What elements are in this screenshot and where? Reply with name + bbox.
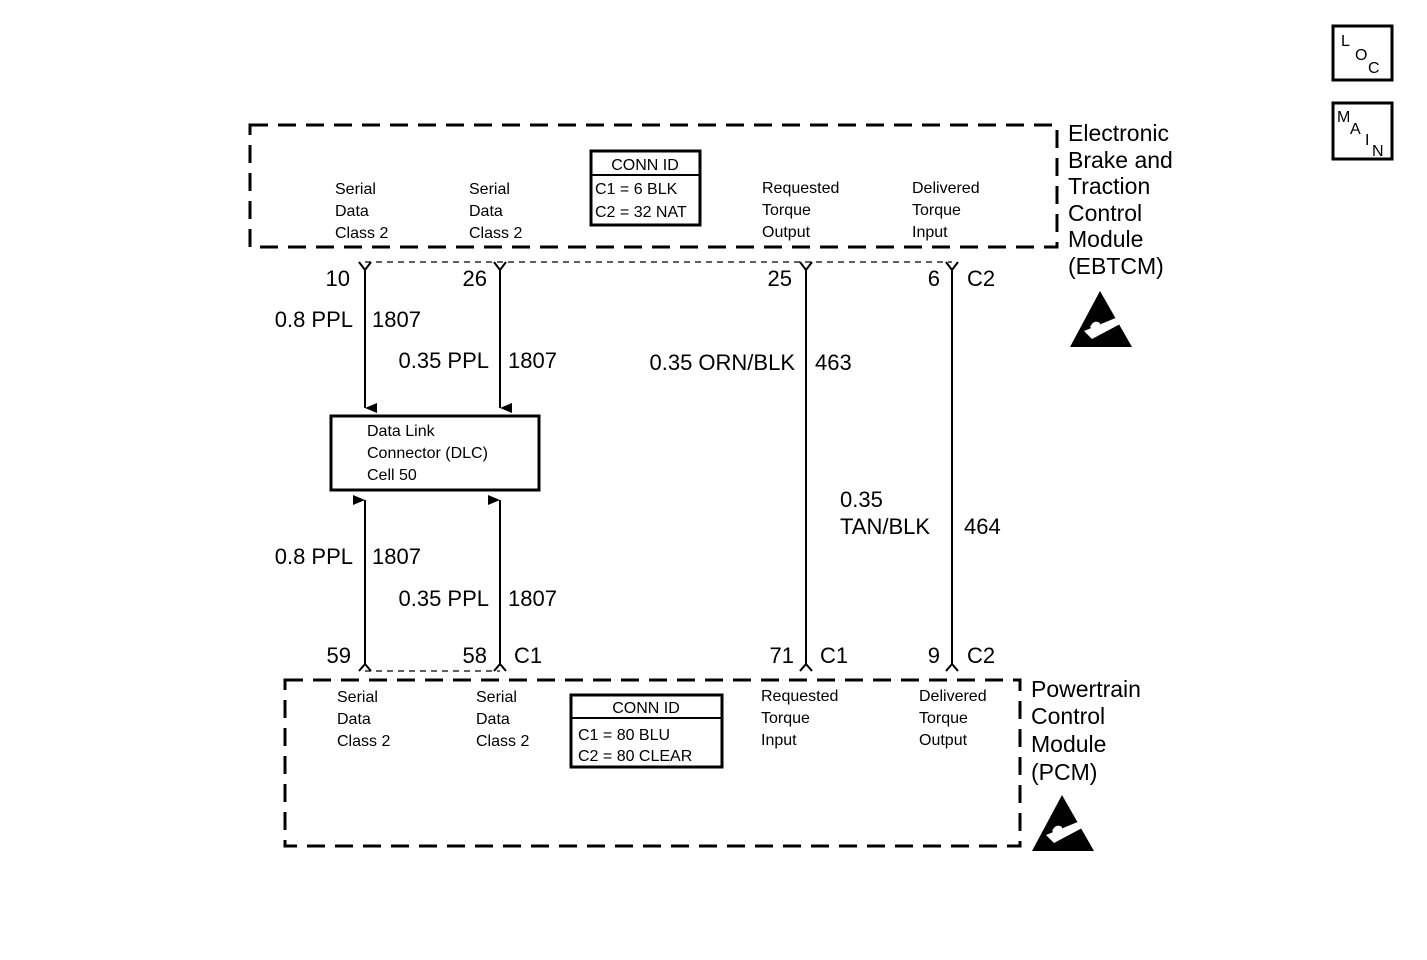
pcm-boundary: [283, 678, 1022, 848]
svg-text:6: 6: [928, 266, 940, 291]
svg-text:464: 464: [964, 514, 1001, 539]
svg-text:CONN ID: CONN ID: [611, 157, 679, 174]
main-letter: M: [1337, 109, 1350, 126]
ebtcm-module: Electronic Brake and Traction Control Mo…: [248, 120, 1173, 347]
svg-text:Torque: Torque: [762, 202, 811, 219]
main-letter: A: [1350, 121, 1361, 138]
svg-text:Control: Control: [1068, 200, 1142, 226]
pcm-conn-id: CONN ID C1 = 80 BLU C2 = 80 CLEAR: [569, 693, 724, 769]
connector-terminals-bottom: [358, 662, 959, 672]
svg-text:Input: Input: [912, 224, 948, 241]
svg-text:Data: Data: [337, 711, 371, 728]
svg-text:Data: Data: [469, 203, 503, 220]
pcm-name: Powertrain Control Module (PCM): [1031, 676, 1141, 785]
svg-text:1807: 1807: [372, 544, 421, 569]
svg-text:Class 2: Class 2: [337, 733, 390, 750]
main-letter: N: [1372, 143, 1384, 160]
svg-text:71: 71: [770, 643, 794, 668]
svg-text:Requested: Requested: [762, 180, 839, 197]
svg-text:Class 2: Class 2: [469, 225, 522, 242]
svg-text:TAN/BLK: TAN/BLK: [840, 514, 930, 539]
ebtcm-conn-id: CONN ID C1 = 6 BLK C2 = 32 NAT: [589, 149, 702, 227]
svg-text:Brake and: Brake and: [1068, 147, 1173, 173]
svg-text:58: 58: [463, 643, 487, 668]
svg-text:10: 10: [326, 266, 350, 291]
svg-text:9: 9: [928, 643, 940, 668]
main-button[interactable]: M A I N: [1331, 101, 1394, 161]
svg-text:1807: 1807: [508, 348, 557, 373]
svg-text:Data Link: Data Link: [367, 423, 436, 440]
svg-text:Delivered: Delivered: [919, 688, 987, 705]
ebtcm-pin-numbers: 10 26 25 6 C2: [326, 266, 996, 291]
svg-text:C1: C1: [820, 643, 848, 668]
svg-text:(EBTCM): (EBTCM): [1068, 253, 1164, 279]
svg-text:Torque: Torque: [761, 710, 810, 727]
svg-text:Control: Control: [1031, 703, 1105, 729]
loc-letter: L: [1341, 33, 1350, 50]
svg-text:Serial: Serial: [335, 181, 376, 198]
data-link-connector: Data Link Connector (DLC) Cell 50: [329, 414, 541, 492]
svg-text:C2: C2: [967, 266, 995, 291]
svg-text:Requested: Requested: [761, 688, 838, 705]
svg-text:0.35 PPL: 0.35 PPL: [398, 348, 489, 373]
svg-text:1807: 1807: [372, 307, 421, 332]
svg-text:Module: Module: [1031, 731, 1106, 757]
svg-text:59: 59: [327, 643, 351, 668]
svg-text:Class 2: Class 2: [476, 733, 529, 750]
svg-text:Torque: Torque: [912, 202, 961, 219]
svg-text:0.8 PPL: 0.8 PPL: [275, 544, 353, 569]
loc-letter: O: [1355, 47, 1367, 64]
ebtcm-boundary: [248, 123, 1059, 249]
esd-sensitive-icon: [1070, 291, 1132, 347]
svg-text:Connector (DLC): Connector (DLC): [367, 445, 488, 462]
svg-text:Data: Data: [476, 711, 510, 728]
svg-text:Output: Output: [919, 732, 968, 749]
svg-text:0.35 PPL: 0.35 PPL: [398, 586, 489, 611]
svg-text:25: 25: [768, 266, 792, 291]
pcm-pin-numbers: 59 58 C1 71 C1 9 C2: [327, 643, 996, 668]
svg-text:463: 463: [815, 350, 852, 375]
esd-sensitive-icon: [1032, 795, 1094, 851]
loc-letter: C: [1368, 60, 1380, 77]
svg-text:Electronic: Electronic: [1068, 120, 1169, 146]
svg-text:1807: 1807: [508, 586, 557, 611]
svg-text:0.8 PPL: 0.8 PPL: [275, 307, 353, 332]
svg-text:Class 2: Class 2: [335, 225, 388, 242]
svg-text:Powertrain: Powertrain: [1031, 676, 1141, 702]
wire-labels: 0.8 PPL 1807 0.35 PPL 1807 0.35 ORN/BLK …: [275, 307, 1001, 611]
ebtcm-name: Electronic Brake and Traction Control Mo…: [1068, 120, 1173, 279]
svg-text:Module: Module: [1068, 226, 1143, 252]
svg-text:0.35 ORN/BLK: 0.35 ORN/BLK: [649, 350, 795, 375]
svg-text:Data: Data: [335, 203, 369, 220]
svg-text:Torque: Torque: [919, 710, 968, 727]
svg-text:Serial: Serial: [476, 689, 517, 706]
svg-text:C1: C1: [514, 643, 542, 668]
svg-text:Output: Output: [762, 224, 811, 241]
pcm-pin-label: Serial Data Class 2 Serial Data Class 2 …: [337, 688, 987, 750]
svg-text:C2 = 80 CLEAR: C2 = 80 CLEAR: [578, 748, 692, 765]
svg-text:C2: C2: [967, 643, 995, 668]
pcm-module: 59 58 C1 71 C1 9 C2 Powertrain Control M…: [283, 643, 1141, 851]
svg-text:26: 26: [463, 266, 487, 291]
svg-text:(PCM): (PCM): [1031, 759, 1097, 785]
svg-text:Serial: Serial: [337, 689, 378, 706]
svg-text:Serial: Serial: [469, 181, 510, 198]
svg-text:C1 = 6 BLK: C1 = 6 BLK: [595, 181, 678, 198]
svg-text:Cell 50: Cell 50: [367, 467, 417, 484]
svg-text:0.35: 0.35: [840, 487, 883, 512]
svg-text:Traction: Traction: [1068, 173, 1150, 199]
svg-text:CONN ID: CONN ID: [612, 700, 680, 717]
loc-button[interactable]: L O C: [1331, 24, 1394, 82]
svg-text:C2 = 32 NAT: C2 = 32 NAT: [595, 204, 687, 221]
svg-text:Delivered: Delivered: [912, 180, 980, 197]
main-letter: I: [1365, 132, 1369, 149]
svg-text:C1 = 80 BLU: C1 = 80 BLU: [578, 727, 670, 744]
svg-text:Input: Input: [761, 732, 797, 749]
ebtcm-pin-label: Serial Data Class 2 Serial Data Class 2 …: [335, 180, 980, 242]
connector-terminals-top: [358, 261, 959, 272]
